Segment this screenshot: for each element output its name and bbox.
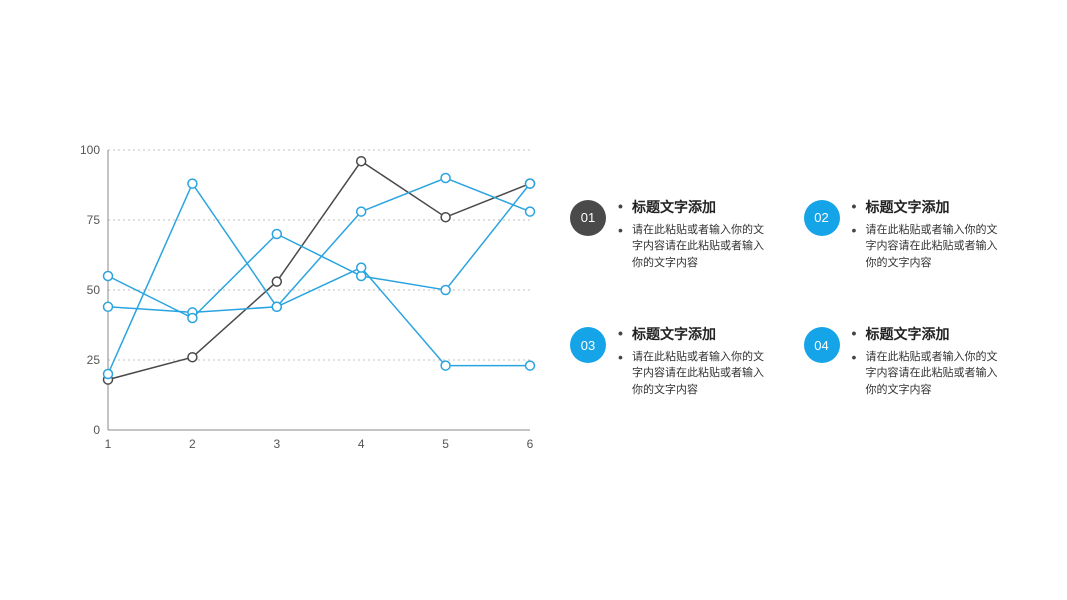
item-04-title: 标题文字添加 [866,325,1008,345]
svg-text:25: 25 [87,353,101,367]
svg-text:5: 5 [442,437,449,451]
line-chart: 0 25 50 75 100 1 2 3 4 5 6 [60,140,540,460]
info-item-02: 02 标题文字添加 请在此粘贴或者输入你的文字内容请在此粘贴或者输入你的文字内容 [804,198,1008,275]
info-item-01: 01 标题文字添加 请在此粘贴或者输入你的文字内容请在此粘贴或者输入你的文字内容 [570,198,774,275]
info-item-04: 04 标题文字添加 请在此粘贴或者输入你的文字内容请在此粘贴或者输入你的文字内容 [804,325,1008,402]
item-03-title: 标题文字添加 [632,325,774,345]
svg-text:75: 75 [87,213,101,227]
badge-01: 01 [570,200,606,236]
svg-text:100: 100 [80,143,100,157]
chart-svg: 0 25 50 75 100 1 2 3 4 5 6 [60,140,540,460]
item-01-body: 请在此粘贴或者输入你的文字内容请在此粘贴或者输入你的文字内容 [632,222,774,272]
item-02-title: 标题文字添加 [866,198,1008,218]
svg-text:50: 50 [87,283,101,297]
item-04-body: 请在此粘贴或者输入你的文字内容请在此粘贴或者输入你的文字内容 [866,349,1008,399]
svg-text:3: 3 [273,437,280,451]
info-item-03: 03 标题文字添加 请在此粘贴或者输入你的文字内容请在此粘贴或者输入你的文字内容 [570,325,774,402]
svg-text:2: 2 [189,437,196,451]
item-03-body: 请在此粘贴或者输入你的文字内容请在此粘贴或者输入你的文字内容 [632,349,774,399]
badge-04: 04 [804,327,840,363]
slide-root: 0 25 50 75 100 1 2 3 4 5 6 01 标题文字添加 请在此粘贴或者输入你的文字… [0,140,1067,460]
svg-text:6: 6 [527,437,534,451]
item-01-title: 标题文字添加 [632,198,774,218]
svg-text:1: 1 [105,437,112,451]
badge-02: 02 [804,200,840,236]
badge-03: 03 [570,327,606,363]
item-02-body: 请在此粘贴或者输入你的文字内容请在此粘贴或者输入你的文字内容 [866,222,1008,272]
svg-text:0: 0 [93,423,100,437]
info-grid: 01 标题文字添加 请在此粘贴或者输入你的文字内容请在此粘贴或者输入你的文字内容… [570,198,1007,402]
svg-text:4: 4 [358,437,365,451]
